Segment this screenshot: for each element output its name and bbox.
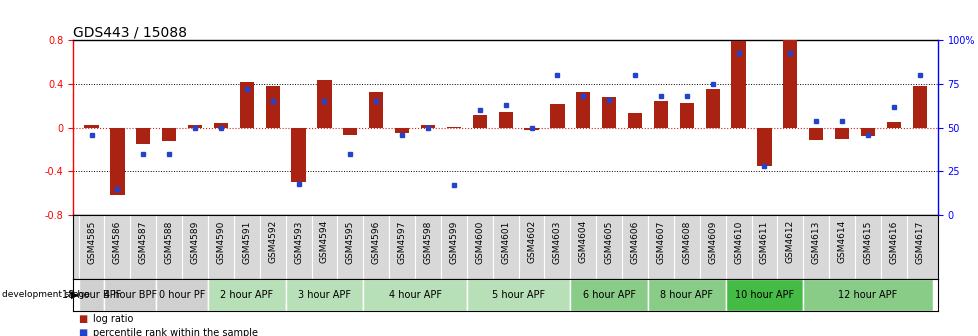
Bar [78,279,105,311]
Text: 6 hour APF: 6 hour APF [582,290,635,300]
Text: GSM4611: GSM4611 [759,220,768,263]
Text: GSM4601: GSM4601 [501,220,510,263]
Text: GSM4609: GSM4609 [707,220,717,263]
Text: GSM4614: GSM4614 [837,220,846,263]
Bar [653,101,667,128]
Bar [725,279,803,311]
Text: GSM4598: GSM4598 [423,220,432,263]
Text: development stage: development stage [2,290,90,299]
Bar [343,128,357,135]
Text: GSM4600: GSM4600 [474,220,484,263]
Bar [757,128,771,166]
Text: GSM4588: GSM4588 [164,220,173,263]
Bar [291,128,305,182]
Text: GSM4592: GSM4592 [268,220,277,263]
Text: 5 hour APF: 5 hour APF [492,290,545,300]
Text: ▶: ▶ [70,290,78,300]
Bar [705,89,719,128]
Text: log ratio: log ratio [93,314,133,324]
Bar [105,279,156,311]
Bar [679,102,693,128]
Bar [156,279,207,311]
Text: 3 hour APF: 3 hour APF [297,290,351,300]
Text: GSM4594: GSM4594 [320,220,329,263]
Bar [286,279,363,311]
Text: GSM4602: GSM4602 [526,220,536,263]
Text: GDS443 / 15088: GDS443 / 15088 [73,25,187,39]
Text: ■: ■ [78,314,87,324]
Bar [421,126,434,128]
Text: ■: ■ [78,328,87,336]
Text: GSM4590: GSM4590 [216,220,225,263]
Text: GSM4613: GSM4613 [811,220,820,263]
Bar [886,122,900,128]
Bar [570,279,647,311]
Bar [647,279,725,311]
Text: GSM4617: GSM4617 [914,220,923,263]
Bar [369,92,383,128]
Bar [782,40,797,128]
Bar [162,128,176,141]
Text: GSM4605: GSM4605 [604,220,613,263]
Text: GSM4607: GSM4607 [656,220,665,263]
Bar [860,128,874,136]
Text: GSM4586: GSM4586 [112,220,122,263]
Text: GSM4591: GSM4591 [243,220,251,263]
Bar [550,104,564,128]
Bar [808,128,822,140]
Bar [213,123,228,128]
Bar [627,114,642,128]
Bar [472,115,486,128]
Bar [601,97,616,128]
Bar [363,279,467,311]
Bar [188,126,202,128]
Text: GSM4593: GSM4593 [293,220,303,263]
Text: GSM4603: GSM4603 [553,220,561,263]
Text: GSM4606: GSM4606 [630,220,639,263]
Text: 8 hour APF: 8 hour APF [659,290,713,300]
Text: 4 hour APF: 4 hour APF [388,290,441,300]
Bar [136,128,151,144]
Text: GSM4599: GSM4599 [449,220,458,263]
Text: 12 hour APF: 12 hour APF [837,290,897,300]
Text: GSM4610: GSM4610 [734,220,742,263]
Bar [911,86,926,128]
Text: GSM4589: GSM4589 [191,220,200,263]
Text: GSM4608: GSM4608 [682,220,690,263]
Bar [394,128,409,133]
Text: 10 hour APF: 10 hour APF [734,290,793,300]
Bar [524,128,538,130]
Bar [803,279,932,311]
Text: GSM4595: GSM4595 [345,220,354,263]
Text: GSM4615: GSM4615 [863,220,871,263]
Bar [265,86,280,128]
Bar [834,128,848,139]
Text: GSM4604: GSM4604 [578,220,587,263]
Text: 0 hour PF: 0 hour PF [158,290,205,300]
Bar [576,92,590,128]
Bar [467,279,570,311]
Text: GSM4587: GSM4587 [139,220,148,263]
Text: GSM4616: GSM4616 [888,220,898,263]
Bar [207,279,286,311]
Text: GSM4585: GSM4585 [87,220,96,263]
Bar [446,127,461,128]
Text: 2 hour APF: 2 hour APF [220,290,273,300]
Text: GSM4597: GSM4597 [397,220,406,263]
Text: 18 hour BPF: 18 hour BPF [62,290,121,300]
Bar [498,112,512,128]
Text: GSM4612: GSM4612 [785,220,794,263]
Bar [84,126,99,128]
Bar [317,80,332,128]
Bar [731,41,745,128]
Bar [240,82,253,128]
Text: GSM4596: GSM4596 [372,220,380,263]
Text: 4 hour BPF: 4 hour BPF [104,290,156,300]
Text: percentile rank within the sample: percentile rank within the sample [93,328,258,336]
Bar [111,128,124,196]
